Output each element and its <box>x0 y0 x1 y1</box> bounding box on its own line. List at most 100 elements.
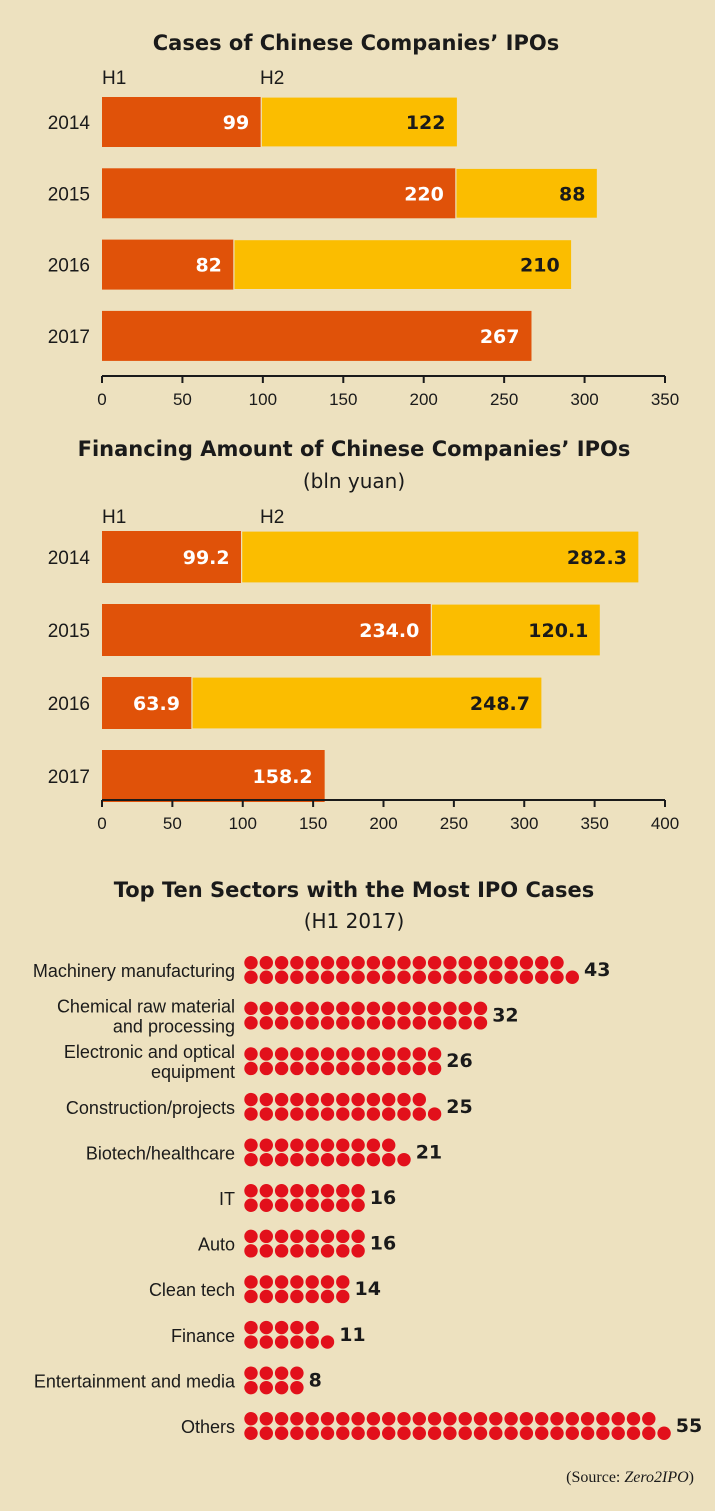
chart2-tick-label: 300 <box>510 814 538 833</box>
chart1-tick-label: 150 <box>329 390 357 409</box>
chart3-dot <box>320 956 335 970</box>
chart3-dot <box>244 1229 258 1244</box>
chart2-bar-h2 <box>191 676 543 730</box>
chart2-bar-h1 <box>102 750 325 802</box>
chart3-dot <box>259 1107 273 1121</box>
chart2-plot-area: 2014 99.2 282.3 2015 234.0 120.1 2016 63.9 248.7… <box>48 530 640 802</box>
source-suffix: ) <box>689 1469 694 1486</box>
chart2-category-label: 2016 <box>48 694 90 715</box>
chart3-dot <box>259 1138 273 1152</box>
chart3-dot <box>626 1426 641 1440</box>
chart3-dot <box>290 1380 304 1395</box>
chart1-bar-value: 220 <box>404 183 444 205</box>
chart3-dot <box>351 1061 365 1076</box>
chart2-tick-label: 250 <box>440 814 468 833</box>
chart3-dot <box>412 1107 426 1121</box>
chart3-dot <box>290 1198 304 1212</box>
chart3-value-label: 11 <box>339 1324 365 1346</box>
chart3-dot <box>519 970 534 984</box>
chart3-dot <box>274 1426 289 1440</box>
chart3-dot <box>366 1412 381 1426</box>
chart3-value-label: 16 <box>370 1233 396 1255</box>
chart3-dot <box>489 1426 503 1440</box>
chart3-value-label: 8 <box>309 1369 322 1391</box>
chart3-dot <box>351 1412 365 1426</box>
chart3-category-label: Machinery manufacturing <box>33 961 235 981</box>
chart1-bar-h2 <box>260 96 459 148</box>
chart3-dot <box>244 1138 258 1152</box>
chart2-bar-h1 <box>102 604 432 656</box>
chart1-bar-value: 82 <box>195 255 221 277</box>
chart3-dot <box>504 1426 518 1440</box>
chart3-dot <box>320 1107 335 1121</box>
chart3-dot <box>274 1047 289 1061</box>
chart3-dot <box>427 1016 442 1030</box>
chart3-dot <box>244 1320 258 1335</box>
chart3-dot <box>489 1412 503 1426</box>
chart3-dot <box>259 1380 273 1395</box>
chart3-value-label: 14 <box>355 1278 381 1300</box>
chart3-dot <box>290 1061 304 1076</box>
chart3-dot <box>244 970 258 984</box>
chart3-dot <box>290 1092 304 1107</box>
chart3-dot <box>244 1380 258 1395</box>
chart3-dot <box>397 970 411 984</box>
chart3-dot <box>473 1016 488 1030</box>
chart3-dot <box>274 1184 289 1198</box>
chart3-dot <box>336 1152 350 1167</box>
chart1-category-label: 2017 <box>48 327 90 348</box>
chart3-dot <box>290 1275 304 1289</box>
source-prefix: (Source: <box>566 1469 624 1486</box>
chart1-bar-value: 267 <box>480 326 520 348</box>
chart3-dot <box>336 1016 350 1030</box>
chart3-dot <box>336 1412 350 1426</box>
chart3-dot <box>535 1412 549 1426</box>
chart1-legend: H1 H2 <box>102 68 284 89</box>
chart1-title: Cases of Chinese Companies’ IPOs <box>153 31 559 55</box>
chart3-dot <box>427 1001 442 1016</box>
chart3-dot <box>244 956 258 970</box>
chart3-dot <box>382 970 396 984</box>
chart3-dot <box>259 1184 273 1198</box>
chart3-dot <box>366 1107 381 1121</box>
chart3-dot <box>336 1092 350 1107</box>
chart3-dot <box>427 1047 442 1061</box>
chart3-dot <box>382 1092 396 1107</box>
chart3-dot <box>259 1152 273 1167</box>
chart3-dot <box>290 1229 304 1244</box>
chart3-category-label: Others <box>181 1417 235 1437</box>
chart3-value-label: 25 <box>446 1096 472 1118</box>
chart3-dot <box>611 1426 625 1440</box>
chart3-dot <box>274 1107 289 1121</box>
chart3-dot <box>458 1412 472 1426</box>
chart3-dot <box>458 1016 472 1030</box>
chart3-dot <box>458 970 472 984</box>
chart3-dot <box>489 970 503 984</box>
chart3-dot <box>290 1366 304 1380</box>
chart1-tick-label: 50 <box>173 390 192 409</box>
chart3-dot <box>351 1047 365 1061</box>
chart3-dot <box>382 1001 396 1016</box>
chart3-dot <box>274 1061 289 1076</box>
chart3-category-label: equipment <box>151 1062 235 1082</box>
chart2-tick-label: 0 <box>97 814 106 833</box>
chart3-dot <box>336 1244 350 1258</box>
source-note: (Source: Zero2IPO) <box>566 1469 694 1486</box>
chart3-dot <box>259 1198 273 1212</box>
chart3-dot <box>274 1320 289 1335</box>
chart3-dot <box>458 1426 472 1440</box>
chart3-dot <box>458 1001 472 1016</box>
chart1-category-label: 2015 <box>48 184 90 205</box>
chart2-category-label: 2017 <box>48 767 90 788</box>
chart3-dot <box>565 1426 579 1440</box>
chart3-plot-area: Machinery manufacturing 43 Chemical raw ma… <box>33 956 702 1440</box>
chart2-bar-value: 63.9 <box>133 693 180 715</box>
chart3-dot <box>290 1426 304 1440</box>
chart3-dot <box>305 1289 319 1304</box>
chart2-title: Financing Amount of Chinese Companies’ I… <box>78 437 631 461</box>
chart3-dot <box>382 1152 396 1167</box>
chart2-subtitle: (bln yuan) <box>303 469 405 493</box>
chart3-dot <box>504 956 518 970</box>
chart3-dot <box>290 1289 304 1304</box>
